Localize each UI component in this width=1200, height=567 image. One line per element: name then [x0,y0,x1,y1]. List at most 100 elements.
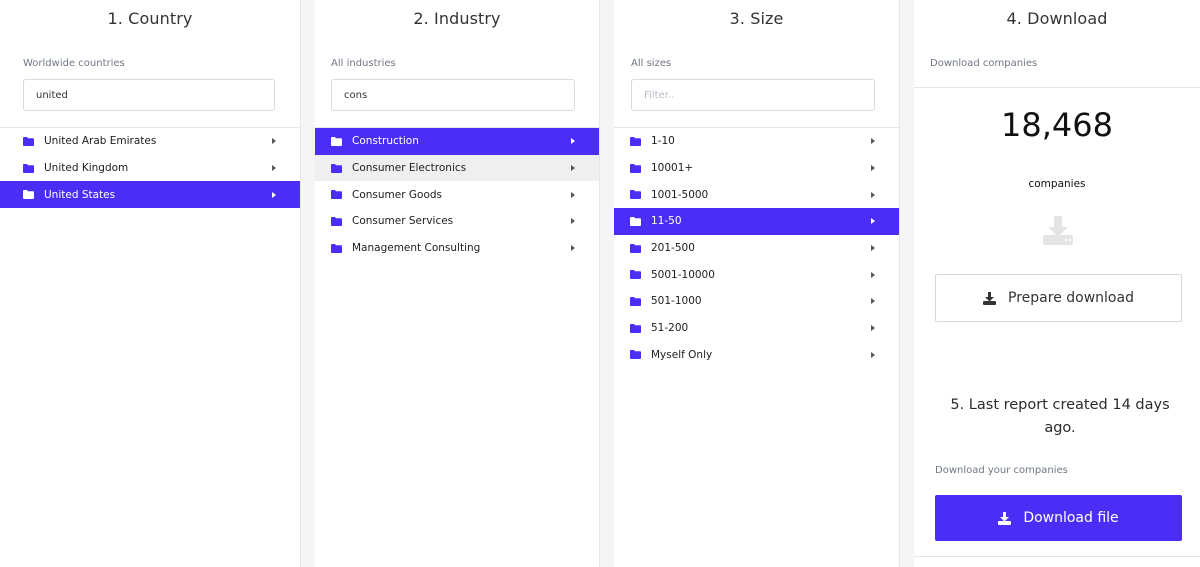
list-item-label: 1001-5000 [651,188,709,201]
divider [315,127,599,128]
list-item-label: 1-10 [651,135,675,148]
folder-icon [630,270,641,280]
download-file-label: Download file [1023,510,1119,526]
list-item-label: Myself Only [651,348,713,361]
folder-icon [630,163,641,173]
folder-icon [23,136,34,146]
folder-icon [630,350,641,360]
caret-right-icon [871,165,875,172]
country-list: United Arab Emirates United Kingdom United… [0,128,300,209]
download-companies-label: Download your companies [935,465,1068,476]
list-item-label: 5001-10000 [651,268,715,281]
folder-icon [23,190,34,200]
download-panel: 4. Download Download companies 18,468 co… [914,0,1200,567]
column-gutter [599,0,614,567]
folder-icon [630,190,641,200]
caret-right-icon [871,138,875,145]
list-item[interactable]: Construction [315,128,599,155]
list-item[interactable]: 11-50 [614,208,899,235]
list-item-label: United Arab Emirates [44,135,157,148]
industry-filter-input[interactable] [331,79,575,111]
folder-icon [630,136,641,146]
list-item-label: 10001+ [651,162,694,175]
industry-scope-label: All industries [331,58,396,69]
caret-right-icon [272,138,276,145]
column-gutter [899,0,914,567]
list-item-label: Consumer Electronics [352,162,467,175]
folder-icon [630,323,641,333]
list-item[interactable]: Management Consulting [315,235,599,262]
list-item[interactable]: 1001-5000 [614,181,899,208]
download-file-button[interactable]: Download file [935,495,1182,541]
download-panel-title: 4. Download [1006,9,1108,28]
divider [614,127,899,128]
download-scope-label: Download companies [930,58,1038,69]
folder-icon [331,190,342,200]
company-count-unit: companies [1028,178,1086,190]
size-filter-input[interactable] [631,79,875,111]
list-item-label: Management Consulting [352,242,481,255]
list-item-label: 201-500 [651,242,695,255]
list-item-label: Construction [352,135,419,148]
list-item[interactable]: Consumer Goods [315,181,599,208]
list-item[interactable]: 5001-10000 [614,261,899,288]
country-panel: 1. Country Worldwide countries United Ar… [0,0,300,567]
list-item-label: 11-50 [651,215,682,228]
caret-right-icon [871,218,875,225]
folder-icon [331,163,342,173]
size-panel-title: 3. Size [729,9,784,28]
prepare-download-button[interactable]: Prepare download [935,274,1182,322]
caret-right-icon [871,271,875,278]
divider [914,87,1200,88]
country-scope-label: Worldwide countries [23,58,125,69]
list-item-label: 501-1000 [651,295,702,308]
list-item-label: United Kingdom [44,162,129,175]
list-item[interactable]: Consumer Services [315,208,599,235]
size-scope-label: All sizes [631,58,672,69]
industry-panel-title: 2. Industry [413,9,501,28]
list-item[interactable]: United Kingdom [0,155,300,182]
list-item[interactable]: 501-1000 [614,288,899,315]
list-item-label: Consumer Services [352,215,454,228]
caret-right-icon [571,218,575,225]
folder-icon [630,296,641,306]
download-icon [983,291,997,305]
caret-right-icon [871,245,875,252]
company-count: 18,468 [1001,106,1113,144]
caret-right-icon [871,325,875,332]
list-item-label: Consumer Goods [352,188,442,201]
list-item[interactable]: United States [0,181,300,209]
list-item[interactable]: 201-500 [614,235,899,262]
column-gutter [300,0,315,567]
list-item[interactable]: Myself Only [614,342,899,369]
divider [914,556,1200,557]
country-filter-input[interactable] [23,79,275,111]
list-item[interactable]: 10001+ [614,155,899,182]
folder-icon [331,136,342,146]
folder-icon [331,243,342,253]
list-item[interactable]: 1-10 [614,128,899,155]
size-panel: 3. Size All sizes 1-10 10001+ 1001-5000 11-… [614,0,899,567]
list-item-label: United States [44,188,116,201]
caret-right-icon [272,165,276,172]
list-item[interactable]: Consumer Electronics [315,154,599,182]
caret-right-icon [871,298,875,305]
country-panel-title: 1. Country [107,9,193,28]
industry-list: Construction Consumer Electronics Consumer… [315,128,599,261]
folder-icon [630,216,641,226]
caret-right-icon [871,351,875,358]
prepare-download-label: Prepare download [1008,290,1134,306]
caret-right-icon [571,245,575,252]
size-list: 1-10 10001+ 1001-5000 11-50 201-500 5001-1000… [614,128,899,368]
caret-right-icon [571,138,575,145]
folder-icon [630,243,641,253]
caret-right-icon [272,191,276,198]
divider [0,127,300,128]
list-item[interactable]: United Arab Emirates [0,128,300,155]
folder-icon [331,216,342,226]
download-icon [998,511,1012,525]
last-report-heading: 5. Last report created 14 days ago. [950,397,1170,436]
industry-panel: 2. Industry All industries ConstructionC… [315,0,599,567]
list-item[interactable]: 51-200 [614,315,899,342]
download-tray-icon [1042,214,1074,246]
